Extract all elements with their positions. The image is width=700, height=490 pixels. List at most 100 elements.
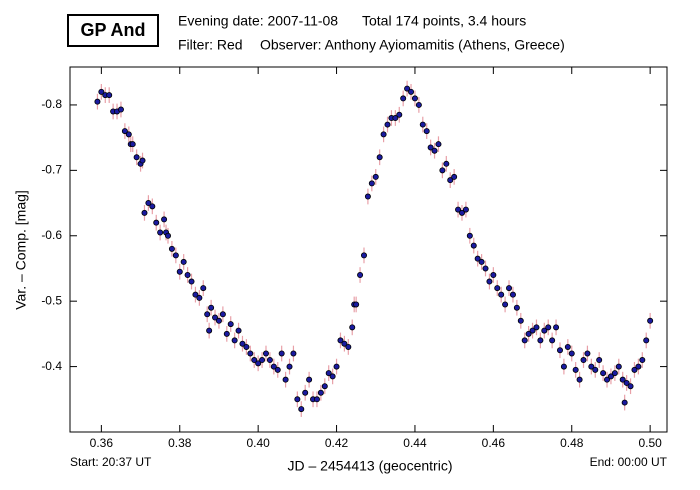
data-point <box>525 330 532 337</box>
data-point <box>333 363 340 370</box>
data-point <box>443 160 450 167</box>
data-point <box>498 291 505 298</box>
data-point <box>196 294 203 301</box>
data-point <box>215 317 222 324</box>
data-point <box>157 229 164 236</box>
data-point <box>117 106 124 113</box>
data-point <box>239 340 246 347</box>
data-point <box>192 291 199 298</box>
data-point <box>353 301 360 308</box>
data-point <box>125 131 132 138</box>
data-point <box>298 406 305 413</box>
start-label: Start: 20:37 UT <box>70 455 152 469</box>
data-point <box>98 88 105 95</box>
data-point <box>161 216 168 223</box>
data-point <box>141 209 148 216</box>
data-point <box>384 121 391 128</box>
data-point <box>537 337 544 344</box>
data-point <box>149 203 156 210</box>
x-axis-label: JD – 2454413 (geocentric) <box>288 458 453 474</box>
data-point <box>266 357 273 364</box>
data-point <box>502 301 509 308</box>
data-point <box>204 311 211 318</box>
data-point <box>139 157 146 164</box>
data-point <box>462 206 469 213</box>
data-point <box>188 278 195 285</box>
data-point <box>592 366 599 373</box>
data-point <box>219 311 226 318</box>
chart-title: GP And <box>80 20 145 40</box>
data-point <box>643 337 650 344</box>
x-tick-label: 0.46 <box>482 436 506 450</box>
data-point <box>553 324 560 331</box>
plot-frame <box>69 66 668 433</box>
data-point <box>329 373 336 380</box>
data-point <box>337 337 344 344</box>
data-point <box>121 128 128 135</box>
data-point <box>376 154 383 161</box>
data-point <box>482 265 489 272</box>
data-point <box>200 285 207 292</box>
data-point <box>404 85 411 92</box>
data-point <box>600 370 607 377</box>
data-point <box>212 314 219 321</box>
data-point <box>506 285 513 292</box>
data-point <box>439 167 446 174</box>
data-point <box>411 95 418 102</box>
data-point <box>478 258 485 265</box>
data-point <box>447 177 454 184</box>
data-point <box>509 291 516 298</box>
data-point <box>145 200 152 207</box>
data-point <box>306 376 313 383</box>
data-point <box>247 350 254 357</box>
data-point <box>168 245 175 252</box>
x-tick-label: 0.38 <box>168 436 192 450</box>
x-tick-label: 0.44 <box>403 436 427 450</box>
data-point <box>604 376 611 383</box>
x-tick-label: 0.42 <box>325 436 349 450</box>
data-point <box>607 373 614 380</box>
end-label: End: 00:00 UT <box>590 455 668 469</box>
data-point <box>545 324 552 331</box>
y-tick-label: -0.8 <box>41 97 62 111</box>
data-point <box>180 258 187 265</box>
data-point <box>568 350 575 357</box>
data-point <box>623 379 630 386</box>
data-point <box>474 255 481 262</box>
data-point <box>227 321 234 328</box>
data-point <box>341 340 348 347</box>
data-point <box>164 232 171 239</box>
data-point <box>270 363 277 370</box>
data-point <box>639 357 646 364</box>
data-point <box>153 219 160 226</box>
data-point <box>408 88 415 95</box>
data-point <box>470 242 477 249</box>
data-point <box>184 272 191 279</box>
data-point <box>290 350 297 357</box>
data-point <box>262 350 269 357</box>
data-point <box>486 278 493 285</box>
data-point <box>541 327 548 334</box>
x-tick-label: 0.48 <box>560 436 584 450</box>
y-tick-label: -0.4 <box>41 359 62 373</box>
data-point <box>580 357 587 364</box>
data-point <box>274 366 281 373</box>
data-point <box>621 399 628 406</box>
data-point <box>206 327 213 334</box>
y-axis-label: Var. – Comp. [mag] <box>13 190 29 310</box>
data-point <box>392 115 399 122</box>
x-tick-label: 0.36 <box>90 436 114 450</box>
data-point <box>286 363 293 370</box>
data-point <box>533 324 540 331</box>
data-point <box>321 383 328 390</box>
data-point <box>627 383 634 390</box>
data-point <box>372 173 379 180</box>
data-point <box>423 128 430 135</box>
data-point <box>455 206 462 213</box>
data-point <box>208 304 215 311</box>
data-point <box>451 173 458 180</box>
data-point <box>133 154 140 161</box>
data-point <box>317 389 324 396</box>
data-point <box>400 95 407 102</box>
data-point <box>313 396 320 403</box>
